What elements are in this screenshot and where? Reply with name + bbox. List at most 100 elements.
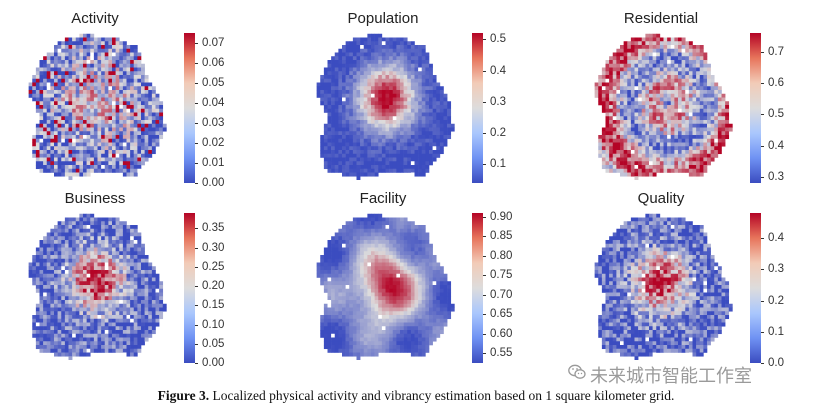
heatmap-cell (616, 97, 621, 102)
heatmap-cell (39, 138, 44, 143)
heatmap-cell (663, 86, 668, 91)
heatmap-cell (620, 135, 624, 140)
heatmap-cell (43, 127, 48, 132)
heatmap-cell (133, 348, 138, 353)
heatmap-cell (86, 232, 91, 237)
heatmap-cell (334, 150, 339, 155)
heatmap-cell (667, 75, 672, 80)
heatmap-cell (57, 232, 62, 237)
heatmap-cell (616, 60, 621, 65)
heatmap-cell (699, 75, 704, 80)
heatmap-cell (717, 116, 722, 121)
heatmap-cell (601, 165, 606, 170)
heatmap-cell (104, 273, 109, 278)
heatmap-cell (68, 303, 73, 308)
heatmap-cell (641, 153, 646, 158)
heatmap-cell (667, 168, 672, 173)
heatmap-cell (418, 157, 423, 162)
heatmap-cell (688, 86, 693, 91)
heatmap-cell (54, 303, 58, 308)
heatmap-cell (421, 45, 426, 50)
heatmap-cell (685, 168, 690, 173)
heatmap-cell (148, 270, 153, 275)
heatmap-cell (137, 168, 142, 173)
heatmap-cell (652, 90, 657, 95)
heatmap-cell (122, 93, 127, 98)
colorbar-tick-label: 0.2 (483, 127, 506, 139)
heatmap-cell (43, 112, 48, 117)
heatmap-cell (400, 41, 404, 46)
heatmap-cell (97, 266, 102, 271)
heatmap-cell (115, 232, 120, 237)
heatmap-cell (75, 71, 80, 76)
heatmap-cell (86, 247, 91, 252)
heatmap-cell (609, 146, 614, 151)
heatmap-cell (696, 101, 701, 106)
heatmap-cell (101, 270, 106, 275)
heatmap-cell (108, 258, 113, 263)
heatmap-cell (674, 146, 679, 151)
heatmap-cell (90, 236, 95, 241)
heatmap-cell (410, 52, 415, 57)
heatmap-cell (717, 86, 722, 91)
heatmap-cell (93, 228, 98, 233)
heatmap-cell (46, 236, 51, 241)
heatmap-cell (605, 112, 610, 117)
heatmap-cell (64, 326, 69, 331)
heatmap-cell (696, 157, 701, 162)
heatmap-cell (90, 266, 95, 271)
heatmap-cell (104, 228, 109, 233)
heatmap-cell (721, 135, 726, 140)
heatmap-cell (35, 322, 40, 327)
heatmap-cell (692, 97, 697, 102)
heatmap-cell (90, 300, 95, 305)
heatmap-cell (93, 78, 98, 83)
heatmap-cell (126, 138, 131, 143)
heatmap-cell (119, 131, 124, 136)
heatmap-cell (403, 37, 408, 42)
heatmap-cell (374, 165, 379, 170)
colorbar-tick-label: 0.4 (483, 65, 506, 77)
heatmap-cell (345, 270, 350, 275)
heatmap-cell (623, 135, 628, 140)
heatmap-cell (601, 90, 606, 95)
heatmap-cell (54, 120, 58, 125)
heatmap-cell (93, 318, 98, 323)
heatmap-cell (112, 326, 116, 331)
heatmap-cell (323, 266, 328, 271)
heatmap-cell (670, 45, 675, 50)
heatmap-cell (663, 41, 668, 46)
heatmap-cell (43, 330, 48, 335)
heatmap-cell (334, 86, 339, 91)
heatmap-cell (371, 93, 375, 98)
heatmap-cell (323, 131, 328, 136)
heatmap-cell (39, 251, 44, 256)
heatmap-cell (374, 93, 379, 98)
heatmap-cell (447, 101, 452, 106)
heatmap-cell (50, 337, 55, 342)
heatmap-cell (396, 45, 401, 50)
heatmap-cell (75, 60, 80, 65)
heatmap-cell (126, 240, 131, 245)
heatmap-cell (327, 348, 332, 353)
heatmap-cell (35, 127, 40, 132)
heatmap-cell (115, 337, 120, 342)
heatmap-cell (367, 45, 372, 50)
heatmap-cell (39, 112, 44, 117)
heatmap-cell (634, 78, 639, 83)
heatmap-cell (699, 157, 704, 162)
heatmap-cell (352, 255, 357, 260)
heatmap-cell (443, 108, 448, 113)
heatmap-cell (641, 116, 646, 121)
heatmap-cell (130, 251, 135, 256)
heatmap-cell (367, 116, 372, 121)
heatmap-cell (381, 45, 386, 50)
heatmap-cell (119, 108, 124, 113)
heatmap-cell (645, 161, 650, 166)
heatmap-cell (119, 165, 124, 170)
heatmap-cell (115, 240, 120, 245)
heatmap-cell (101, 315, 106, 320)
heatmap-cell (75, 93, 80, 98)
heatmap-cell (670, 60, 675, 65)
heatmap-cell (115, 123, 120, 128)
